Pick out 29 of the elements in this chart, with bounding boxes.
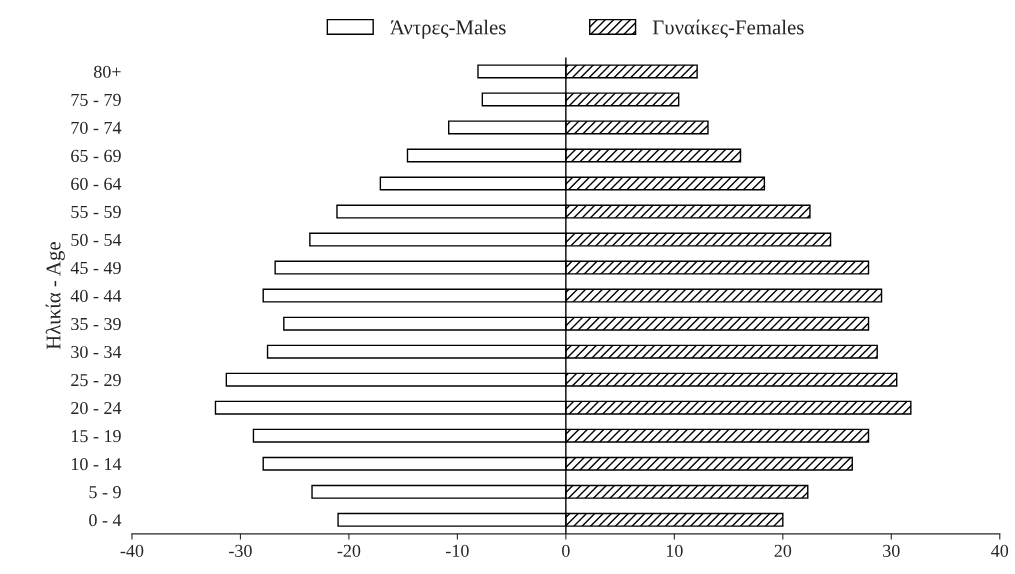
y-tick-label: 65 - 69 <box>71 149 121 162</box>
y-tick-label: 55 - 59 <box>71 205 121 218</box>
x-tick-label: -20 <box>337 544 361 557</box>
x-tick-label: 20 <box>774 544 792 557</box>
y-tick-label: 60 - 64 <box>71 177 122 190</box>
legend-label: Γυναίκες-Females <box>652 19 804 38</box>
x-tick-label: 40 <box>991 544 1009 557</box>
y-tick-label: 20 - 24 <box>71 401 122 415</box>
x-tick-label: 30 <box>883 544 900 557</box>
y-tick-label: 70 - 74 <box>71 121 122 134</box>
legend-label: Άντρες-Males <box>390 19 506 39</box>
y-axis-title: Ηλικία - Age <box>45 242 65 350</box>
y-tick-label: 15 - 19 <box>71 430 121 443</box>
x-tick-label: -10 <box>446 544 469 557</box>
y-tick-label: 30 - 34 <box>71 345 122 359</box>
y-tick-label: 80+ <box>93 65 121 78</box>
x-tick-label: -40 <box>120 544 144 557</box>
y-tick-label: 10 - 14 <box>71 458 122 471</box>
x-tick-label: 0 <box>562 544 570 557</box>
y-tick-label: 0 - 4 <box>89 514 122 527</box>
y-tick-label: 50 - 54 <box>71 233 122 246</box>
y-tick-label: 25 - 29 <box>71 373 121 387</box>
y-tick-label: 35 - 39 <box>71 317 121 331</box>
x-tick-label: -30 <box>229 544 252 557</box>
x-tick-label: 10 <box>666 544 683 557</box>
y-tick-label: 75 - 79 <box>71 93 121 106</box>
y-tick-label: 40 - 44 <box>70 289 122 303</box>
y-tick-label: 45 - 49 <box>70 261 121 275</box>
y-tick-label: 5 - 9 <box>89 486 121 499</box>
